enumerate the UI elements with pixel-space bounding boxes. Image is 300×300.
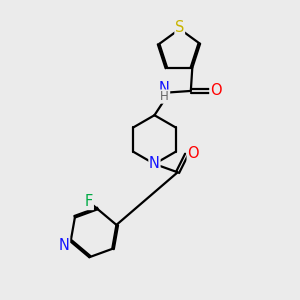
Text: N: N: [159, 81, 170, 96]
Text: O: O: [210, 83, 222, 98]
Text: N: N: [58, 238, 70, 253]
Text: F: F: [85, 194, 93, 209]
Text: H: H: [160, 90, 168, 103]
Text: N: N: [149, 157, 160, 172]
Text: O: O: [187, 146, 199, 161]
Text: S: S: [175, 20, 184, 35]
